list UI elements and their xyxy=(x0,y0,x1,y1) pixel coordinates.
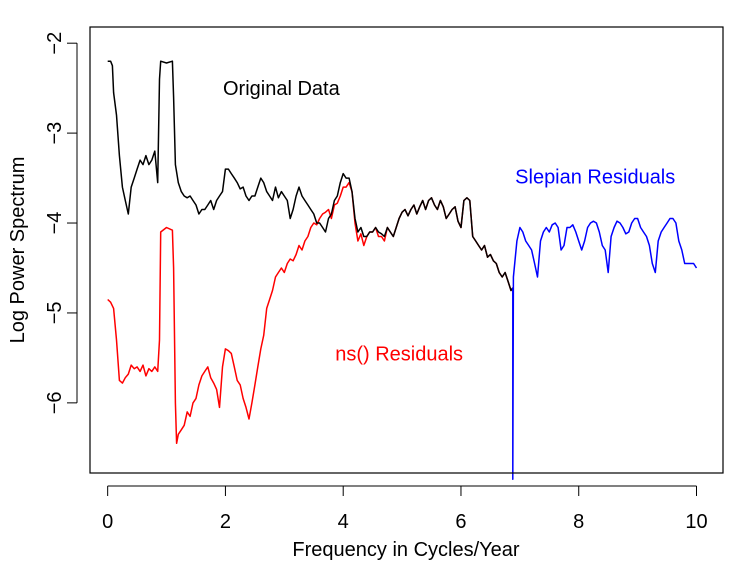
y-tick-label: −4 xyxy=(44,212,66,235)
x-tick-label: 4 xyxy=(338,511,349,533)
y-axis: −2 −3 −4 −5 −6 xyxy=(44,32,78,414)
annotation-label: Slepian Residuals xyxy=(515,166,675,188)
x-tick-label: 8 xyxy=(573,511,584,533)
series-line-2 xyxy=(107,60,514,292)
plot-frame xyxy=(89,26,724,474)
y-tick-label: −3 xyxy=(44,122,66,145)
x-axis: 0 2 4 6 8 10 xyxy=(102,485,708,533)
annotation-label: Original Data xyxy=(223,78,341,100)
y-tick-label: −5 xyxy=(44,301,66,324)
x-tick-label: 0 xyxy=(102,511,113,533)
x-tick-label: 10 xyxy=(685,511,707,533)
annotation-layer: Original Data Slepian Residuals ns() Resid… xyxy=(223,78,675,365)
series-layer xyxy=(107,60,698,481)
series-line-3 xyxy=(512,217,698,481)
x-axis-label: Frequency in Cycles/Year xyxy=(292,539,519,561)
annotation-label: ns() Residuals xyxy=(335,343,463,365)
x-tick-label: 6 xyxy=(455,511,466,533)
x-tick-label: 2 xyxy=(220,511,231,533)
series-line-1 xyxy=(107,181,514,445)
y-axis-label: Log Power Spectrum xyxy=(7,157,29,344)
y-tick-label: −2 xyxy=(44,32,66,55)
y-tick-label: −6 xyxy=(44,391,66,414)
